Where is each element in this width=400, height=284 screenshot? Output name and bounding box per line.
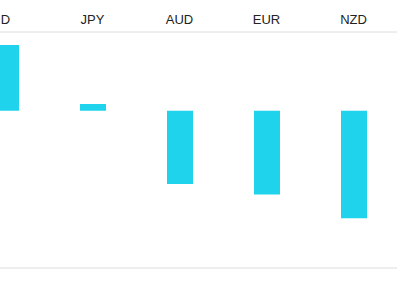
svg-text:AUD: AUD — [166, 12, 193, 27]
svg-text:NZD: NZD — [340, 12, 367, 27]
svg-text:EUR: EUR — [253, 12, 280, 27]
svg-text:D: D — [8, 12, 10, 27]
svg-text:JPY: JPY — [81, 12, 105, 27]
